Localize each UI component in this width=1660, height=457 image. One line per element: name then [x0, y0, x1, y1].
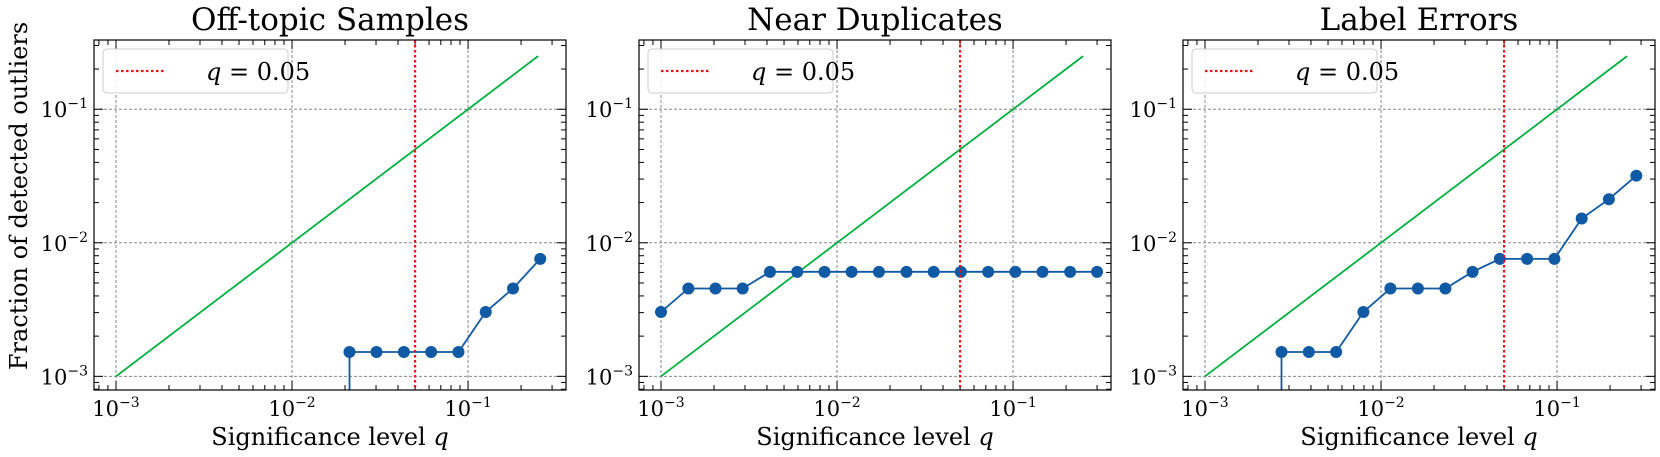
- y-tick-label: 10−2: [1130, 230, 1177, 256]
- series-point: [1091, 265, 1104, 278]
- series-point: [1302, 346, 1315, 359]
- legend: q = 0.05: [1191, 48, 1399, 94]
- panels-group: Off-topic Samples 10−3 10−2 10−1 10−3 10−2 10−…: [41, 2, 1656, 451]
- x-axis-label: Significance level q: [1300, 423, 1537, 451]
- legend-label: q = 0.05: [1295, 58, 1399, 86]
- series-point: [818, 265, 831, 278]
- series-point: [1275, 346, 1288, 359]
- panel-title: Near Duplicates: [747, 2, 1003, 38]
- y-tick-label: 10−3: [41, 363, 88, 389]
- series-point: [397, 346, 410, 359]
- y-axis-label: Fraction of detected outliers: [5, 22, 33, 370]
- legend-box: [647, 48, 834, 94]
- identity-line: [115, 55, 539, 378]
- series-point: [370, 346, 383, 359]
- legend: q = 0.05: [647, 48, 855, 94]
- y-tick-label: 10−3: [586, 363, 633, 389]
- x-tick-label: 10−1: [989, 395, 1036, 421]
- series-point: [534, 252, 547, 265]
- series-point: [1548, 252, 1561, 265]
- series-point: [872, 265, 885, 278]
- legend: q = 0.05: [102, 48, 310, 94]
- axis-ticks: [639, 40, 1111, 390]
- series-line: [1280, 175, 1637, 390]
- series-point: [1602, 193, 1615, 206]
- series-point: [1330, 346, 1343, 359]
- x-tick-label: 10−2: [813, 395, 860, 421]
- series-point: [1064, 265, 1077, 278]
- axes-frame: [638, 39, 1112, 391]
- legend-label: q = 0.05: [751, 58, 855, 86]
- series-point: [343, 346, 356, 359]
- series-point: [479, 306, 492, 319]
- x-tick-label: 10−2: [268, 395, 315, 421]
- series-point: [1036, 265, 1049, 278]
- series-point: [1466, 265, 1479, 278]
- x-tick-label: 10−1: [1533, 395, 1580, 421]
- legend-box: [1191, 48, 1378, 94]
- axes-frame: [1182, 39, 1656, 391]
- y-tick-label: 10−2: [41, 230, 88, 256]
- x-tick-label: 10−3: [1181, 395, 1228, 421]
- series-point: [791, 265, 804, 278]
- legend-box: [102, 48, 289, 94]
- x-axis-label: Significance level q: [211, 423, 448, 451]
- series-point: [900, 265, 913, 278]
- x-tick-label: 10−3: [637, 395, 684, 421]
- plot-area: [115, 40, 547, 390]
- series-point: [736, 282, 749, 295]
- identity-line: [660, 55, 1084, 378]
- panel-1: Off-topic Samples 10−3 10−2 10−1 10−3 10−2 10−…: [41, 2, 567, 451]
- y-tick-label: 10−1: [41, 96, 88, 122]
- series-point: [1357, 306, 1370, 319]
- y-tick-label: 10−1: [1130, 96, 1177, 122]
- series-point: [1630, 169, 1643, 182]
- series-point: [654, 306, 667, 319]
- series-point: [845, 265, 858, 278]
- series-point: [982, 265, 995, 278]
- x-tick-label: 10−2: [1357, 395, 1404, 421]
- x-axis-label: Significance level q: [756, 423, 993, 451]
- x-tick-label: 10−3: [92, 395, 139, 421]
- series-point: [425, 346, 438, 359]
- y-tick-label: 10−2: [586, 230, 633, 256]
- series-line: [348, 258, 541, 390]
- series-point: [452, 346, 465, 359]
- plot-area: [1204, 40, 1643, 390]
- axes-frame: [93, 39, 567, 391]
- series-point: [927, 265, 940, 278]
- series-point: [1439, 282, 1452, 295]
- series-point: [1009, 265, 1022, 278]
- y-tick-label: 10−3: [1130, 363, 1177, 389]
- plot-area: [654, 40, 1104, 390]
- series-point: [1493, 252, 1506, 265]
- series-point: [1411, 282, 1424, 295]
- series-point: [1521, 252, 1534, 265]
- panel-title: Off-topic Samples: [191, 2, 469, 38]
- series-point: [709, 282, 722, 295]
- series-point: [682, 282, 695, 295]
- panel-title: Label Errors: [1320, 2, 1519, 38]
- series-point: [763, 265, 776, 278]
- identity-line: [1204, 55, 1628, 378]
- series-point: [507, 282, 520, 295]
- series-point: [1384, 282, 1397, 295]
- x-tick-label: 10−1: [444, 395, 491, 421]
- axis-ticks: [94, 40, 566, 390]
- legend-label: q = 0.05: [206, 58, 310, 86]
- y-tick-label: 10−1: [586, 96, 633, 122]
- series-point: [1575, 212, 1588, 225]
